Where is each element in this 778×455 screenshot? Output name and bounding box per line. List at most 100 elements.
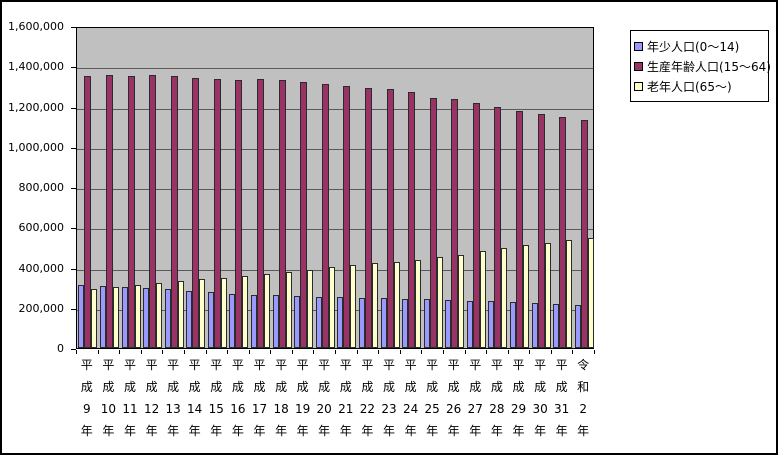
x-axis-tick [98, 350, 99, 354]
x-label-char: 成 [469, 380, 482, 394]
bar [566, 240, 573, 348]
x-label-char: 18 [273, 402, 289, 416]
y-axis-tick-label: 200,000 [18, 302, 65, 315]
x-label-char: 平 [339, 358, 352, 372]
x-label-char: 平 [123, 358, 136, 372]
x-axis-category-label: 平成 10 年 [98, 354, 120, 442]
x-label-char: 令 [577, 358, 590, 372]
bar [531, 303, 538, 348]
bar [494, 107, 502, 348]
x-axis-category-label: 平成 20 年 [313, 354, 335, 442]
x-axis-tick [227, 350, 228, 354]
x-label-char: 平 [447, 358, 460, 372]
legend-label: 老年人口(65～) [647, 79, 732, 94]
x-label-char: 成 [253, 380, 266, 394]
legend-swatch [634, 41, 643, 51]
bar [156, 283, 162, 348]
x-label-char: 23 [381, 402, 397, 416]
legend-item: 年少人口(0～14) [634, 36, 765, 56]
x-label-char: 年 [426, 424, 439, 438]
x-axis-tick [508, 350, 509, 354]
x-label-char: 成 [555, 380, 568, 394]
x-label-char: 平 [296, 358, 309, 372]
bar [112, 287, 119, 348]
x-label-char: 9 [82, 402, 91, 416]
x-label-char: 年 [555, 424, 568, 438]
bar [544, 243, 551, 348]
y-axis-tick [71, 188, 76, 189]
x-axis-category-label: 平成 31 年 [551, 354, 573, 442]
gridline [77, 149, 593, 150]
x-axis-tick [184, 350, 185, 354]
x-label-char: 31 [553, 402, 570, 416]
legend-item: 老年人口(65～) [634, 76, 765, 96]
bar [574, 305, 581, 348]
x-label-char: 年 [469, 424, 482, 438]
x-axis-tick [421, 350, 422, 354]
x-label-char: 成 [426, 380, 439, 394]
y-axis-tick-label: 1,400,000 [8, 60, 64, 73]
bar [479, 251, 486, 348]
bar [121, 287, 128, 348]
x-label-char: 平 [534, 358, 547, 372]
y-axis-tick-label: 1,600,000 [8, 20, 64, 33]
x-axis-category-label: 平成 16 年 [227, 354, 249, 442]
x-axis-tick [529, 350, 530, 354]
x-label-char: 成 [339, 380, 352, 394]
x-label-char: 年 [188, 424, 201, 438]
bar [78, 285, 85, 348]
gridline [77, 310, 593, 311]
bar [213, 79, 221, 348]
x-label-char: 年 [447, 424, 460, 438]
x-axis-category-label: 平成 11 年 [119, 354, 141, 442]
y-axis-tick [71, 228, 76, 229]
bar [285, 272, 292, 348]
x-axis-category-label: 平成 26 年 [443, 354, 465, 442]
bar [199, 279, 206, 348]
bar [264, 274, 270, 348]
bar [451, 99, 459, 348]
x-label-char: 成 [102, 380, 115, 394]
x-label-char: 平 [275, 358, 288, 372]
x-label-char: 平 [102, 358, 115, 372]
gridline [77, 109, 593, 110]
x-axis-tick [141, 350, 142, 354]
bar [553, 304, 560, 348]
x-axis-category-label: 平成 28 年 [486, 354, 508, 442]
y-axis-tick [71, 27, 76, 28]
x-label-char: 年 [145, 424, 158, 438]
bar [257, 79, 264, 348]
x-label-char: 年 [275, 424, 288, 438]
bar [307, 270, 314, 348]
bar [436, 257, 443, 348]
bar [251, 295, 257, 348]
bar [402, 299, 408, 348]
x-axis-category-label: 平成 19 年 [292, 354, 314, 442]
x-axis-tick [572, 350, 573, 354]
x-axis-category-label: 平成 22 年 [357, 354, 379, 442]
y-axis-tick [71, 349, 76, 350]
x-axis-tick [292, 350, 293, 354]
gridline [77, 189, 593, 190]
x-label-char: 成 [361, 380, 374, 394]
y-axis-tick-label: 600,000 [18, 221, 65, 234]
x-axis-category-label: 平成 13 年 [162, 354, 184, 442]
x-axis-tick [465, 350, 466, 354]
x-label-char: 平 [210, 358, 223, 372]
x-label-char: 27 [467, 402, 483, 416]
x-axis-category-label: 平成 14 年 [184, 354, 206, 442]
x-label-char: 成 [404, 380, 417, 394]
bar [587, 238, 594, 348]
bar [408, 92, 415, 348]
bar [393, 262, 400, 348]
x-label-char: 成 [167, 380, 180, 394]
bar [278, 80, 286, 348]
bar [415, 260, 421, 348]
x-label-char: 16 [230, 402, 246, 416]
bar [91, 289, 98, 348]
x-label-char: 年 [231, 424, 244, 438]
x-label-char: 年 [296, 424, 309, 438]
x-label-char: 年 [253, 424, 266, 438]
bar [358, 298, 365, 348]
x-label-char: 成 [512, 380, 525, 394]
